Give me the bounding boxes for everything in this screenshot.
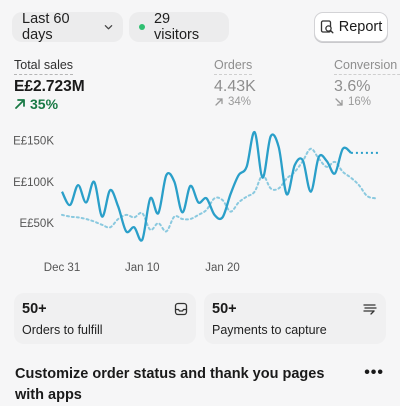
metric-value: E£2.723M [14, 78, 85, 95]
current-series-line [60, 130, 352, 242]
chevron-down-icon [104, 25, 113, 30]
metric-label: Total sales [14, 58, 74, 75]
card-text: Payments to capture [212, 323, 327, 337]
report-button[interactable]: Report [314, 12, 388, 42]
comparison-series-line [61, 147, 376, 233]
card-count: 50+ [212, 301, 237, 317]
metrics-row: Total sales E£2.723M 35% Orders 4.43K 34… [0, 56, 400, 112]
metric-label: Orders [214, 58, 253, 75]
report-search-icon [320, 20, 334, 34]
report-label: Report [338, 19, 383, 35]
visitors-label: 29 visitors [153, 11, 200, 43]
date-range-selector[interactable]: Last 60 days [12, 11, 123, 43]
metric-value: 3.6% [334, 78, 371, 95]
y-tick-label: E£100K [13, 177, 54, 189]
metric-change-value: 35% [30, 96, 59, 112]
y-tick-label: E£150K [13, 135, 54, 147]
orders-to-fulfill-card[interactable]: 50+ Orders to fulfill [14, 293, 196, 344]
y-tick-label: E£50K [19, 218, 54, 230]
arrow-up-right-icon [215, 98, 223, 106]
payments-to-capture-card[interactable]: 50+ Payments to capture [204, 293, 386, 344]
more-actions-icon[interactable]: ••• [364, 364, 384, 381]
card-count: 50+ [22, 301, 47, 317]
card-text: Orders to fulfill [22, 323, 103, 337]
inbox-icon [174, 302, 188, 316]
metric-change: 35% [14, 96, 85, 112]
metric-value: 4.43K [214, 78, 256, 95]
arrow-down-right-icon [335, 98, 343, 106]
promo-title: Customize order status and thank you pag… [15, 366, 325, 403]
metric-conversion-rate[interactable]: Conversion r 3.6% 16% [334, 56, 400, 108]
metric-orders[interactable]: Orders 4.43K 34% [214, 56, 256, 108]
cash-icon [363, 304, 377, 315]
arrow-up-right-icon [15, 99, 25, 109]
sales-line-chart[interactable]: E£150K E£100K E£50K Dec 31 Jan 10 Jan 20 [0, 118, 400, 283]
date-range-label: Last 60 days [22, 11, 70, 43]
metric-label: Conversion r [334, 58, 400, 75]
x-tick-label: Jan 20 [205, 262, 240, 274]
metric-change: 34% [214, 96, 256, 108]
metric-change: 16% [334, 96, 400, 108]
live-dot-icon [139, 24, 145, 30]
task-cards: 50+ Orders to fulfill 50+ Payments to ca… [14, 293, 386, 344]
toolbar: Last 60 days 29 visitors Report [12, 11, 388, 46]
metric-change-value: 16% [348, 96, 372, 108]
x-tick-label: Jan 10 [125, 262, 160, 274]
metric-total-sales[interactable]: Total sales E£2.723M 35% [14, 56, 85, 112]
live-visitors-pill[interactable]: 29 visitors [129, 11, 229, 43]
metric-change-value: 34% [228, 96, 252, 108]
x-tick-label: Dec 31 [44, 262, 80, 274]
